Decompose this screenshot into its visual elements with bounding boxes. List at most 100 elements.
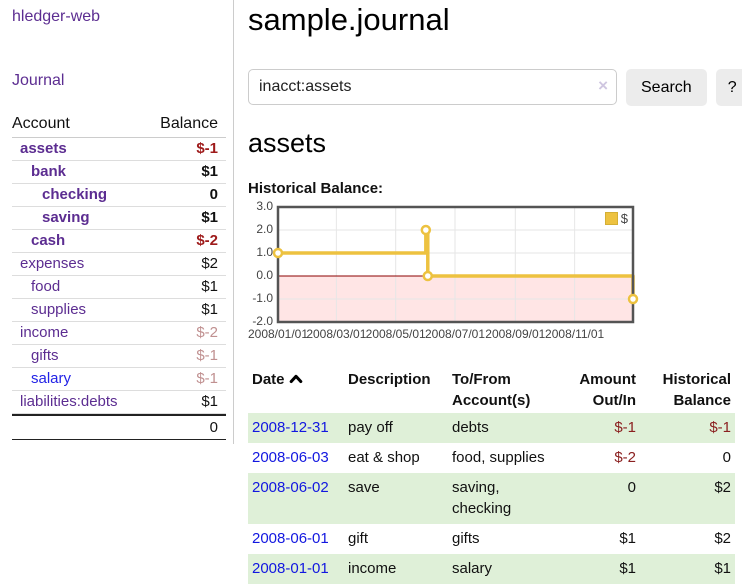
y-axis-tick-label: 1.0: [248, 245, 273, 259]
transaction-accounts: salary: [448, 554, 562, 584]
transaction-row: 2008-06-03eat & shopfood, supplies$-20: [248, 443, 735, 473]
account-balance: $1: [201, 163, 218, 180]
transaction-accounts: food, supplies: [448, 443, 562, 473]
app-brand-link[interactable]: hledger-web: [12, 8, 233, 26]
transaction-row: 2008-06-02 savesaving, checking0$2: [248, 473, 735, 524]
accounts-table: Account Balance assets $-1 bank $1 checking 0…: [12, 112, 226, 440]
account-row: salary $-1: [12, 368, 226, 391]
transaction-description: gift: [344, 524, 448, 554]
y-axis-tick-label: 3.0: [248, 199, 273, 213]
column-header-date[interactable]: Date: [248, 367, 344, 413]
search-button[interactable]: Search: [626, 69, 707, 106]
account-row: gifts $-1: [12, 345, 226, 368]
transaction-date-link[interactable]: 2008-12-31: [252, 419, 329, 436]
column-header-description: Description: [344, 367, 448, 413]
transaction-date-link[interactable]: 2008-06-03: [252, 449, 329, 466]
account-balance: $1: [201, 278, 218, 295]
account-balance: $-1: [196, 370, 218, 387]
transaction-accounts: debts: [448, 413, 562, 443]
y-axis-tick-label: 0.0: [248, 268, 273, 282]
account-balance: $-1: [196, 140, 218, 157]
x-axis-tick-label: 2008/07/01: [425, 327, 485, 341]
transaction-date-link[interactable]: 2008-06-01: [252, 530, 329, 547]
transaction-date-link[interactable]: 2008-06-02: [252, 479, 329, 496]
y-axis-tick-label: -2.0: [248, 314, 273, 328]
account-link[interactable]: income: [12, 324, 68, 341]
accounts-header-account: Account: [12, 115, 70, 133]
y-axis-tick-label: -1.0: [248, 291, 273, 305]
search-input[interactable]: [248, 69, 617, 105]
transaction-balance: $2: [640, 473, 735, 524]
accounts-table-header: Account Balance: [12, 112, 226, 138]
account-link[interactable]: gifts: [12, 347, 59, 364]
account-link[interactable]: cash: [12, 232, 65, 249]
transaction-amount: $1: [562, 524, 640, 554]
sidebar-item-journal[interactable]: Journal: [12, 72, 64, 89]
transaction-amount: 0: [562, 473, 640, 524]
accounts-header-balance: Balance: [160, 115, 218, 133]
sort-ascending-chevron-up-icon: [289, 369, 303, 390]
chart-title: Historical Balance:: [248, 180, 742, 197]
account-row: checking 0: [12, 184, 226, 207]
transaction-amount: $1: [562, 554, 640, 584]
account-balance: $1: [201, 393, 218, 410]
account-balance: 0: [210, 186, 218, 203]
account-balance: $-2: [196, 324, 218, 341]
account-row: cash $-2: [12, 230, 226, 253]
clear-search-icon[interactable]: ×: [598, 76, 608, 96]
transaction-accounts: saving, checking: [448, 473, 562, 524]
accounts-total: 0: [12, 414, 226, 440]
x-axis-tick-label: 2008/11/01: [545, 327, 604, 341]
account-row: food $1: [12, 276, 226, 299]
column-header-amount: Amount Out/In: [562, 367, 640, 413]
account-row: assets $-1: [12, 138, 226, 161]
transaction-row: 2008-06-01 giftgifts$1$2: [248, 524, 735, 554]
transaction-amount: $-1: [562, 413, 640, 443]
help-button[interactable]: ?: [716, 69, 742, 106]
register-header-row: Date Description To/From Account(s) Amou…: [248, 367, 735, 413]
account-balance: $1: [201, 209, 218, 226]
transaction-row: 2008-01-01incomesalary$1$1: [248, 554, 735, 584]
transaction-amount: $-2: [562, 443, 640, 473]
account-link[interactable]: supplies: [12, 301, 86, 318]
transaction-description: save: [344, 473, 448, 524]
account-link[interactable]: saving: [12, 209, 90, 226]
transaction-date-link[interactable]: 2008-01-01: [252, 560, 329, 577]
account-link[interactable]: expenses: [12, 255, 84, 272]
transaction-balance: 0: [640, 443, 735, 473]
legend-swatch-icon: [605, 212, 618, 225]
historical-balance-chart: 3.02.01.00.0-1.0-2.02008/01/012008/03/01…: [248, 204, 640, 345]
sidebar: hledger-web Journal Account Balance asse…: [0, 0, 234, 444]
register-table: Date Description To/From Account(s) Amou…: [248, 367, 735, 584]
account-row: income $-2: [12, 322, 226, 345]
transaction-row: 2008-12-31pay offdebts$-1$-1: [248, 413, 735, 443]
account-balance: $1: [201, 301, 218, 318]
account-link[interactable]: liabilities:debts: [12, 393, 118, 410]
main-content: sample.journal × Search ? assets Histori…: [234, 0, 742, 584]
transaction-balance: $2: [640, 524, 735, 554]
x-axis-tick-label: 2008/05/01: [366, 327, 426, 341]
x-axis-tick-label: 2008/01/01: [248, 327, 308, 341]
transaction-description: pay off: [344, 413, 448, 443]
account-heading: assets: [248, 128, 742, 159]
chart-legend: $: [605, 211, 628, 226]
account-row: liabilities:debts $1: [12, 391, 226, 414]
x-axis-tick-label: 2008/03/01: [306, 327, 366, 341]
account-link[interactable]: assets: [12, 140, 67, 157]
transaction-accounts: gifts: [448, 524, 562, 554]
account-balance: $-2: [196, 232, 218, 249]
account-link[interactable]: food: [12, 278, 60, 295]
x-axis-tick-label: 2008/09/01: [485, 327, 545, 341]
page-title: sample.journal: [248, 2, 742, 38]
account-link[interactable]: salary: [12, 370, 71, 387]
transaction-balance: $-1: [640, 413, 735, 443]
account-balance: $-1: [196, 347, 218, 364]
account-link[interactable]: bank: [12, 163, 66, 180]
legend-series-label: $: [621, 211, 628, 226]
column-header-accounts: To/From Account(s): [448, 367, 562, 413]
column-header-balance: Historical Balance: [640, 367, 735, 413]
account-row: expenses$2: [12, 253, 226, 276]
page: hledger-web Journal Account Balance asse…: [0, 0, 742, 584]
account-row: supplies $1: [12, 299, 226, 322]
account-link[interactable]: checking: [12, 186, 107, 203]
